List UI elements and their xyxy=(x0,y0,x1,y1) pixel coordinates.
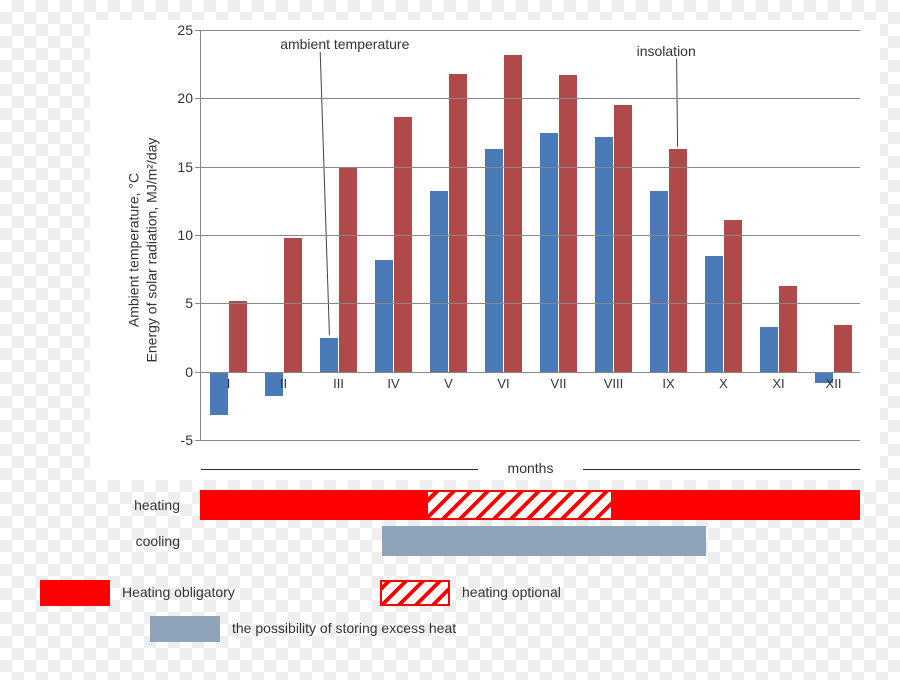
band-segment xyxy=(426,490,613,520)
gridline xyxy=(201,372,860,373)
x-category-label: I xyxy=(227,376,231,391)
band-segment xyxy=(382,526,707,556)
bar xyxy=(760,327,778,372)
band-segment xyxy=(613,490,861,520)
bar xyxy=(669,149,687,372)
gridline xyxy=(201,235,860,236)
band-label: cooling xyxy=(136,533,180,549)
band-row-cooling: cooling xyxy=(200,526,860,556)
season-bands: heating cooling xyxy=(200,490,860,562)
band-segment xyxy=(200,490,426,520)
x-category-label: VII xyxy=(551,376,567,391)
y-tick-label: 10 xyxy=(177,227,193,243)
band-row-heating: heating xyxy=(200,490,860,520)
y-tick-label: 15 xyxy=(177,159,193,175)
x-category-label: XI xyxy=(772,376,784,391)
legend-label: Heating obligatory xyxy=(122,580,235,601)
bar xyxy=(559,75,577,372)
legend-item: Heating obligatory xyxy=(40,580,340,606)
chart-container: Ambient temperature, °C Energy of solar … xyxy=(90,20,880,480)
bar xyxy=(284,238,302,372)
y-axis-label-line1: Ambient temperature, °C xyxy=(124,138,142,363)
bar xyxy=(394,117,412,371)
annotation-label: insolation xyxy=(637,43,696,59)
y-tick-label: 20 xyxy=(177,90,193,106)
bar xyxy=(614,105,632,372)
bar xyxy=(375,260,393,372)
x-category-label: IX xyxy=(662,376,674,391)
legend-item: the possibility of storing excess heat xyxy=(150,616,456,642)
x-category-label: II xyxy=(280,376,287,391)
y-axis-label-line2: Energy of solar radiation, MJ/m²/day xyxy=(142,138,160,363)
gridline xyxy=(201,98,860,99)
x-category-label: XII xyxy=(826,376,842,391)
bar xyxy=(504,55,522,372)
bar xyxy=(650,191,668,371)
x-category-label: III xyxy=(333,376,344,391)
legend-label: the possibility of storing excess heat xyxy=(232,616,456,637)
gridline xyxy=(201,167,860,168)
y-tick-label: 25 xyxy=(177,22,193,38)
bar xyxy=(595,137,613,372)
legend-swatch xyxy=(40,580,110,606)
bar xyxy=(320,338,338,372)
gridline xyxy=(201,30,860,31)
x-category-label: V xyxy=(444,376,453,391)
bar xyxy=(485,149,503,372)
legend-swatch xyxy=(380,580,450,606)
x-category-label: X xyxy=(719,376,728,391)
legend-swatch xyxy=(150,616,220,642)
x-category-label: IV xyxy=(387,376,399,391)
legend: Heating obligatory heating optional the … xyxy=(40,580,860,652)
bar xyxy=(339,168,357,372)
gridline xyxy=(201,303,860,304)
legend-label: heating optional xyxy=(462,580,561,601)
x-category-label: VIII xyxy=(604,376,624,391)
y-tick-label: -5 xyxy=(181,432,193,448)
x-category-label: VI xyxy=(497,376,509,391)
x-axis-label: months xyxy=(508,460,554,476)
y-tick-label: 5 xyxy=(185,295,193,311)
plot-area: months -50510152025IIIIIIIVVVIVIIVIIIIXX… xyxy=(200,30,860,440)
bar xyxy=(449,74,467,372)
gridline xyxy=(201,440,860,441)
bar xyxy=(229,301,247,372)
bar xyxy=(834,325,852,371)
legend-item: heating optional xyxy=(380,580,561,606)
bar xyxy=(705,256,723,372)
band-label: heating xyxy=(134,497,180,513)
bar xyxy=(540,133,558,372)
bar xyxy=(779,286,797,372)
y-tick-label: 0 xyxy=(185,364,193,380)
bar xyxy=(430,191,448,371)
annotation-label: ambient temperature xyxy=(280,36,409,52)
bar xyxy=(724,220,742,372)
y-axis-label: Ambient temperature, °C Energy of solar … xyxy=(124,138,160,363)
